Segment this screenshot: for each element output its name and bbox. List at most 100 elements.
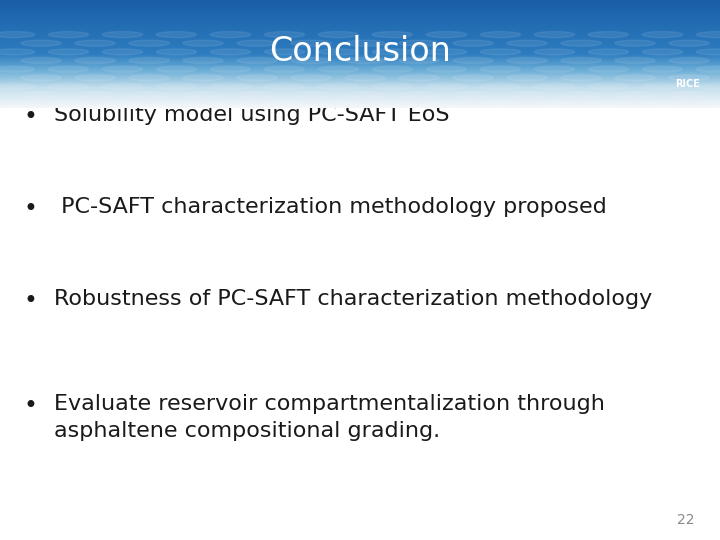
Circle shape <box>615 92 655 98</box>
Circle shape <box>75 40 115 46</box>
Circle shape <box>75 92 115 98</box>
Circle shape <box>345 57 385 64</box>
Circle shape <box>696 31 720 38</box>
Circle shape <box>156 83 197 90</box>
Circle shape <box>48 66 89 72</box>
Circle shape <box>588 83 629 90</box>
Circle shape <box>453 75 493 81</box>
Circle shape <box>615 57 655 64</box>
Circle shape <box>534 83 575 90</box>
Circle shape <box>183 92 223 98</box>
Circle shape <box>264 66 305 72</box>
Circle shape <box>561 92 601 98</box>
Circle shape <box>507 57 547 64</box>
Circle shape <box>642 66 683 72</box>
Circle shape <box>669 57 709 64</box>
Circle shape <box>561 57 601 64</box>
Circle shape <box>615 40 655 46</box>
Circle shape <box>318 100 359 107</box>
Circle shape <box>156 100 197 107</box>
Circle shape <box>345 40 385 46</box>
Circle shape <box>183 40 223 46</box>
Circle shape <box>480 31 521 38</box>
Circle shape <box>588 66 629 72</box>
Circle shape <box>21 92 61 98</box>
Circle shape <box>0 83 35 90</box>
Circle shape <box>426 83 467 90</box>
Circle shape <box>561 75 601 81</box>
Circle shape <box>102 66 143 72</box>
Circle shape <box>48 83 89 90</box>
Circle shape <box>318 66 359 72</box>
Text: Robustness of PC-SAFT characterization methodology: Robustness of PC-SAFT characterization m… <box>54 289 652 309</box>
Circle shape <box>210 31 251 38</box>
Circle shape <box>426 49 467 55</box>
Circle shape <box>75 75 115 81</box>
Circle shape <box>102 49 143 55</box>
Circle shape <box>480 66 521 72</box>
Circle shape <box>21 40 61 46</box>
Circle shape <box>615 75 655 81</box>
Circle shape <box>588 31 629 38</box>
Circle shape <box>534 31 575 38</box>
Circle shape <box>669 92 709 98</box>
Circle shape <box>129 40 169 46</box>
Circle shape <box>642 100 683 107</box>
Circle shape <box>453 57 493 64</box>
Circle shape <box>183 57 223 64</box>
Circle shape <box>102 31 143 38</box>
Circle shape <box>426 31 467 38</box>
Circle shape <box>291 75 331 81</box>
Circle shape <box>426 66 467 72</box>
Circle shape <box>480 83 521 90</box>
Circle shape <box>372 66 413 72</box>
Circle shape <box>0 31 35 38</box>
Circle shape <box>507 75 547 81</box>
Circle shape <box>291 57 331 64</box>
Circle shape <box>642 83 683 90</box>
Circle shape <box>372 100 413 107</box>
Circle shape <box>102 100 143 107</box>
Circle shape <box>642 31 683 38</box>
Circle shape <box>480 49 521 55</box>
Circle shape <box>669 40 709 46</box>
Circle shape <box>507 40 547 46</box>
Circle shape <box>372 31 413 38</box>
Circle shape <box>264 31 305 38</box>
Circle shape <box>237 92 277 98</box>
Circle shape <box>588 100 629 107</box>
Circle shape <box>48 31 89 38</box>
Circle shape <box>237 40 277 46</box>
Circle shape <box>588 49 629 55</box>
Text: Conclusion: Conclusion <box>269 35 451 69</box>
Circle shape <box>399 92 439 98</box>
Text: RICE: RICE <box>675 79 700 89</box>
Circle shape <box>318 83 359 90</box>
Circle shape <box>129 57 169 64</box>
Circle shape <box>453 92 493 98</box>
Circle shape <box>48 100 89 107</box>
Circle shape <box>210 66 251 72</box>
Circle shape <box>291 40 331 46</box>
Circle shape <box>156 31 197 38</box>
Circle shape <box>696 100 720 107</box>
Circle shape <box>507 92 547 98</box>
Circle shape <box>48 49 89 55</box>
Text: Evaluate reservoir compartmentalization through
asphaltene compositional grading: Evaluate reservoir compartmentalization … <box>54 394 605 441</box>
Circle shape <box>453 40 493 46</box>
Circle shape <box>237 57 277 64</box>
Circle shape <box>237 75 277 81</box>
Circle shape <box>210 100 251 107</box>
Circle shape <box>264 100 305 107</box>
Circle shape <box>669 75 709 81</box>
Circle shape <box>75 57 115 64</box>
Text: •: • <box>23 105 37 129</box>
Circle shape <box>345 92 385 98</box>
Circle shape <box>696 83 720 90</box>
Text: •: • <box>23 197 37 221</box>
Circle shape <box>480 100 521 107</box>
Circle shape <box>291 92 331 98</box>
Text: Solubility model using PC-SAFT EoS: Solubility model using PC-SAFT EoS <box>54 105 449 125</box>
Circle shape <box>0 100 35 107</box>
Circle shape <box>345 75 385 81</box>
